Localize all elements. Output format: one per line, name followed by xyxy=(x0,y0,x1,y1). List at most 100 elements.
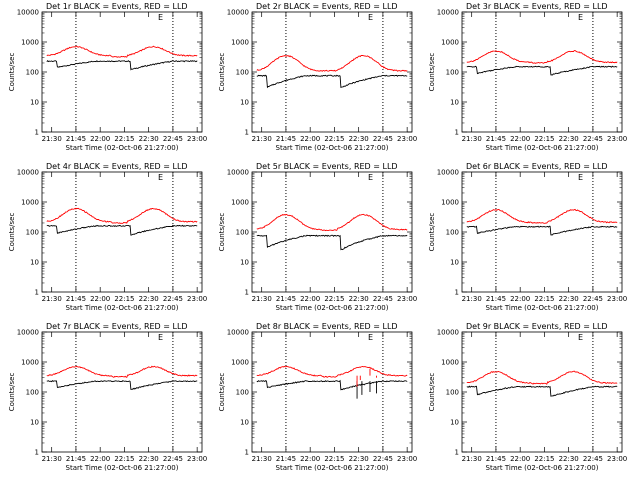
x-tick-label: 22:45 xyxy=(163,135,183,143)
y-tick-label: 100 xyxy=(236,389,249,397)
x-tick-label: 22:30 xyxy=(349,295,369,303)
x-tick-label: 22:00 xyxy=(90,455,110,463)
y-tick-label: 1000 xyxy=(231,359,249,367)
panel-marker-label: E xyxy=(578,173,583,182)
y-tick-label: 1000 xyxy=(21,359,39,367)
x-tick-label: 22:30 xyxy=(559,455,579,463)
x-tick-label: 22:30 xyxy=(139,455,159,463)
x-axis-label: Start Time (02-Oct-06 21:27:00) xyxy=(276,464,389,472)
panel-title: Det 7r BLACK = Events, RED = LLD xyxy=(46,322,188,331)
series-line-events xyxy=(256,234,408,251)
chart-panel-3: Det 3r BLACK = Events, RED = LLD E 1 10 100 1… xyxy=(428,2,627,152)
y-tick-label: 10 xyxy=(30,419,39,427)
panel-title: Det 2r BLACK = Events, RED = LLD xyxy=(256,2,398,11)
x-tick-label: 21:45 xyxy=(276,295,296,303)
y-tick-label: 100 xyxy=(446,69,459,77)
series-line-lld xyxy=(466,208,618,224)
x-tick-label: 22:15 xyxy=(534,295,554,303)
y-tick-label: 10000 xyxy=(227,169,249,177)
x-tick-label: 21:45 xyxy=(66,295,86,303)
x-tick-label: 22:30 xyxy=(559,135,579,143)
x-axis-label: Start Time (02-Oct-06 21:27:00) xyxy=(486,464,599,472)
series-line-lld xyxy=(46,365,198,378)
y-axis-label: Counts/sec xyxy=(428,213,436,252)
x-tick-label: 21:30 xyxy=(42,295,62,303)
y-tick-label: 1 xyxy=(245,129,249,137)
y-tick-label: 10 xyxy=(30,99,39,107)
x-tick-label: 22:00 xyxy=(510,455,530,463)
x-tick-label: 22:45 xyxy=(583,135,603,143)
y-tick-label: 10000 xyxy=(227,9,249,17)
x-tick-label: 21:30 xyxy=(252,295,272,303)
x-axis-label: Start Time (02-Oct-06 21:27:00) xyxy=(276,304,389,312)
x-tick-label: 22:30 xyxy=(349,135,369,143)
plot-frame xyxy=(41,331,203,453)
x-tick-label: 22:00 xyxy=(90,295,110,303)
x-tick-label: 22:45 xyxy=(373,295,393,303)
y-tick-label: 10000 xyxy=(17,9,39,17)
x-axis-label: Start Time (02-Oct-06 21:27:00) xyxy=(66,304,179,312)
series-line-lld xyxy=(256,213,408,232)
y-tick-label: 1000 xyxy=(441,359,459,367)
y-tick-label: 1 xyxy=(245,289,249,297)
series-line-lld xyxy=(466,50,618,64)
y-tick-label: 1000 xyxy=(21,199,39,207)
y-axis-label: Counts/sec xyxy=(218,373,226,412)
series-line-lld xyxy=(46,207,198,224)
x-tick-label: 22:30 xyxy=(139,295,159,303)
series-line-events xyxy=(256,74,408,89)
y-axis-label: Counts/sec xyxy=(8,213,16,252)
panel-title: Det 4r BLACK = Events, RED = LLD xyxy=(46,162,188,171)
series-line-lld xyxy=(466,370,618,385)
plot-frame xyxy=(41,171,203,293)
plot-frame xyxy=(41,11,203,133)
x-axis-label: Start Time (02-Oct-06 21:27:00) xyxy=(66,144,179,152)
plot-frame xyxy=(461,171,623,293)
y-tick-label: 1 xyxy=(455,289,459,297)
y-tick-label: 10 xyxy=(450,259,459,267)
panel-title: Det 3r BLACK = Events, RED = LLD xyxy=(466,2,608,11)
panel-marker-label: E xyxy=(368,13,373,22)
chart-panel-8: Det 8r BLACK = Events, RED = LLD E 1 10 100 1… xyxy=(218,322,417,472)
chart-panel-4: Det 4r BLACK = Events, RED = LLD E 1 10 100 1… xyxy=(8,162,207,312)
x-tick-label: 21:45 xyxy=(486,455,506,463)
series-line-events xyxy=(46,60,198,71)
x-tick-label: 21:30 xyxy=(252,455,272,463)
y-axis-label: Counts/sec xyxy=(218,53,226,92)
x-tick-label: 22:30 xyxy=(559,295,579,303)
x-tick-label: 21:30 xyxy=(462,455,482,463)
y-tick-label: 1 xyxy=(455,449,459,457)
x-tick-label: 22:30 xyxy=(139,135,159,143)
y-tick-label: 10000 xyxy=(17,329,39,337)
x-axis-label: Start Time (02-Oct-06 21:27:00) xyxy=(486,144,599,152)
chart-panel-1: Det 1r BLACK = Events, RED = LLD E 1 10 100 1… xyxy=(8,2,207,152)
x-axis-label: Start Time (02-Oct-06 21:27:00) xyxy=(276,144,389,152)
x-tick-label: 22:45 xyxy=(583,295,603,303)
y-tick-label: 1 xyxy=(35,129,39,137)
y-tick-label: 100 xyxy=(236,229,249,237)
panel-title: Det 8r BLACK = Events, RED = LLD xyxy=(256,322,398,331)
x-tick-label: 22:45 xyxy=(373,135,393,143)
x-tick-label: 22:00 xyxy=(300,295,320,303)
y-tick-label: 10 xyxy=(240,419,249,427)
x-tick-label: 22:15 xyxy=(324,295,344,303)
x-tick-label: 21:30 xyxy=(462,135,482,143)
series-line-lld xyxy=(256,365,408,378)
x-tick-label: 22:00 xyxy=(300,455,320,463)
panel-marker-label: E xyxy=(578,333,583,342)
x-tick-label: 23:00 xyxy=(397,295,417,303)
plot-frame xyxy=(251,171,413,293)
y-tick-label: 10000 xyxy=(437,329,459,337)
y-axis-label: Counts/sec xyxy=(8,53,16,92)
x-tick-label: 23:00 xyxy=(187,135,207,143)
x-tick-label: 23:00 xyxy=(187,295,207,303)
series-line-events xyxy=(466,225,618,236)
series-line-events xyxy=(46,379,198,390)
x-tick-label: 22:30 xyxy=(349,455,369,463)
y-tick-label: 10 xyxy=(240,259,249,267)
x-tick-label: 21:30 xyxy=(462,295,482,303)
x-tick-label: 21:45 xyxy=(66,455,86,463)
plot-frame xyxy=(461,331,623,453)
